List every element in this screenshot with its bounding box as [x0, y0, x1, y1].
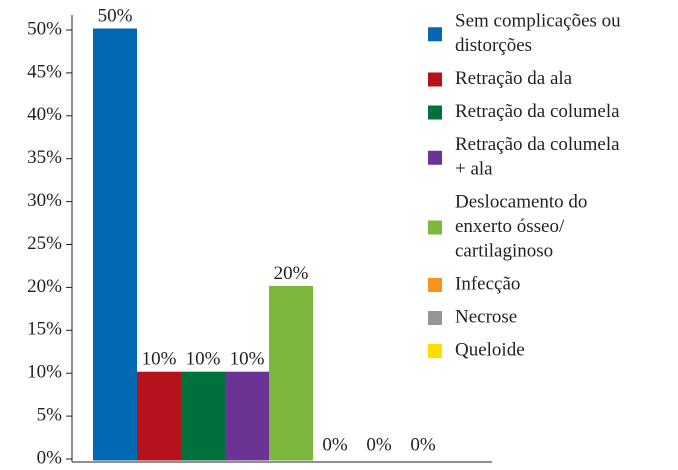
- legend-swatch: [428, 27, 442, 42]
- y-tick-label: 30%: [27, 190, 62, 211]
- y-tick-label: 45%: [27, 61, 62, 82]
- value-label: 20%: [274, 263, 309, 284]
- legend-label: Retração da ala: [455, 68, 573, 89]
- legend-label: Infecção: [455, 273, 520, 294]
- bar: [269, 285, 313, 461]
- y-tick-label: 50%: [27, 18, 62, 39]
- bar: [225, 371, 269, 461]
- legend-swatch: [428, 344, 442, 358]
- value-label: 10%: [142, 349, 177, 370]
- y-tick-label: 35%: [27, 147, 62, 168]
- legend-label: Retração da columela: [455, 101, 620, 122]
- legend-label: distorções: [455, 35, 532, 56]
- legend-label: Necrose: [455, 306, 517, 327]
- legend-swatch: [428, 311, 442, 325]
- legend-swatch: [428, 72, 442, 87]
- y-tick-label: 10%: [27, 362, 62, 383]
- legend-swatch: [428, 220, 442, 235]
- bar: [93, 28, 137, 461]
- legend-label: Queloide: [455, 339, 525, 360]
- y-tick-label: 40%: [27, 104, 62, 125]
- legend-label: Deslocamento do: [455, 191, 587, 212]
- legend-label: enxerto ósseo/: [455, 216, 565, 237]
- value-label: 0%: [322, 434, 348, 455]
- legend-label: + ala: [455, 158, 493, 179]
- y-tick-label: 25%: [27, 233, 62, 254]
- legend-label: Retração da columela: [455, 134, 620, 155]
- value-label: 10%: [230, 349, 265, 370]
- legend-swatch: [428, 278, 442, 292]
- y-tick-label: 0%: [37, 447, 63, 468]
- legend-swatch: [428, 105, 442, 120]
- y-tick-label: 5%: [37, 404, 63, 425]
- y-tick-label: 20%: [27, 276, 62, 297]
- value-label: 0%: [366, 434, 392, 455]
- legend-label: Sem complicações ou: [455, 10, 621, 31]
- value-label: 50%: [98, 5, 133, 26]
- legend-label: cartilaginoso: [455, 240, 553, 261]
- legend-swatch: [428, 150, 442, 165]
- bar: [181, 371, 225, 461]
- bar: [137, 371, 181, 461]
- value-label: 0%: [410, 434, 436, 455]
- y-tick-label: 15%: [27, 319, 62, 340]
- value-label: 10%: [186, 349, 221, 370]
